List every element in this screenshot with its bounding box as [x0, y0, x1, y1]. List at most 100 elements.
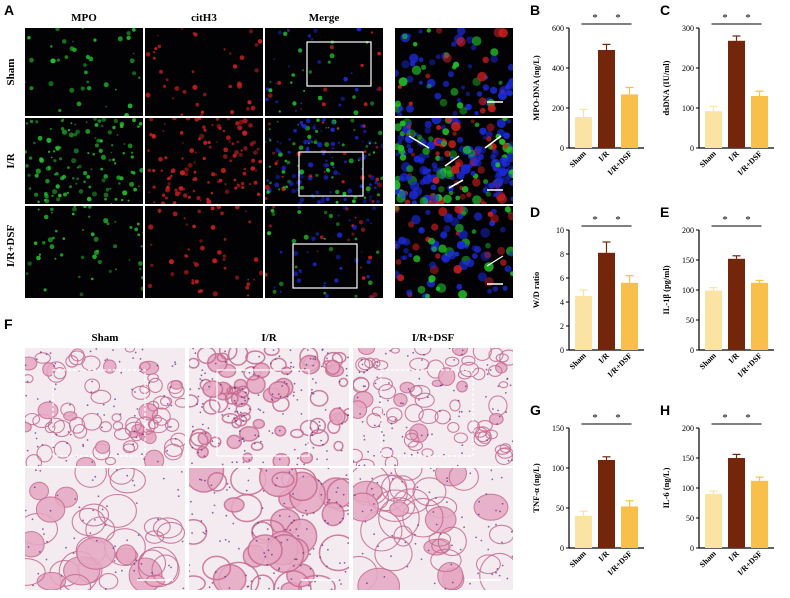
panel-label-e: E — [660, 204, 670, 220]
y-axis-label: IL-1β (pg/ml) — [661, 265, 671, 314]
he-column-label-ir: I/R — [261, 332, 277, 344]
x-tick-label: I/R — [727, 351, 741, 365]
he-stain-panel — [25, 468, 185, 590]
bar — [751, 480, 768, 548]
y-tick-label: 10 — [556, 226, 564, 235]
he-column-label-irdsf: I/R+DSF — [411, 332, 455, 344]
y-axis-label: TNF-α (ng/L) — [531, 463, 541, 513]
bar-chart-c: 0 100 200 300 dsDNA (IU/ml) Sham I/RI/R+DSF * * — [661, 12, 774, 177]
significance-star: * — [615, 12, 621, 24]
y-tick-label: 200 — [552, 104, 564, 113]
panel-label-f: F — [4, 316, 13, 332]
y-tick-label: 600 — [552, 24, 564, 33]
bar — [621, 94, 638, 148]
x-tick-label: I/R+DSF — [606, 351, 634, 379]
y-tick-label: 100 — [552, 464, 564, 473]
x-tick-label: I/R — [727, 549, 741, 563]
significance-star: * — [615, 412, 621, 424]
fluorescence-panel — [395, 118, 513, 204]
significance-star: * — [745, 214, 751, 226]
x-tick-label: Sham — [568, 351, 588, 371]
y-tick-label: 50 — [686, 514, 694, 523]
y-tick-label: 100 — [682, 484, 694, 493]
y-tick-label: 100 — [682, 286, 694, 295]
fluorescence-panel — [395, 206, 513, 298]
he-stain-panel — [25, 348, 185, 466]
bar — [728, 40, 745, 148]
significance-star: * — [615, 214, 621, 226]
y-tick-label: 400 — [552, 64, 564, 73]
y-tick-label: 0 — [560, 544, 564, 553]
bar — [575, 516, 592, 548]
bar — [728, 458, 745, 548]
bar — [621, 506, 638, 548]
bar — [598, 252, 615, 350]
he-stain-panel — [189, 468, 349, 590]
he-column-label-sham: Sham — [91, 332, 119, 344]
y-tick-label: 200 — [682, 424, 694, 433]
y-tick-label: 200 — [682, 64, 694, 73]
he-stain-panel — [353, 348, 513, 466]
bar-chart-d: 0 2 4 6 8 10 W/D ratio Sham I/RI/R+DSF * * — [531, 214, 644, 379]
panel-label-g: G — [530, 402, 541, 418]
bar — [705, 290, 722, 350]
y-tick-label: 50 — [556, 504, 564, 513]
bar — [705, 494, 722, 548]
y-axis-label: W/D ratio — [531, 272, 541, 309]
bar-chart-h: 0 50 100 150 200 IL-6 (ng/L) Sham I/RI/R+DSF * * — [661, 412, 774, 577]
row-label-ir: I/R — [5, 153, 17, 169]
y-tick-label: 0 — [690, 346, 694, 355]
x-tick-label: I/R+DSF — [736, 549, 764, 577]
bar — [598, 460, 615, 548]
y-axis-label: IL-6 (ng/L) — [661, 467, 671, 508]
y-tick-label: 0 — [690, 144, 694, 153]
y-tick-label: 150 — [682, 256, 694, 265]
y-tick-label: 50 — [686, 316, 694, 325]
y-tick-label: 8 — [560, 250, 564, 259]
y-tick-label: 4 — [560, 298, 564, 307]
column-label-cith3: citH3 — [191, 12, 217, 24]
fluorescence-panel — [395, 28, 513, 116]
row-label-irdsf: I/R+DSF — [5, 224, 17, 268]
he-stain-panel — [189, 348, 349, 466]
significance-star: * — [722, 412, 728, 424]
x-tick-label: I/R+DSF — [606, 149, 634, 177]
fluorescence-panel — [145, 206, 263, 298]
significance-star: * — [745, 412, 751, 424]
x-tick-label: I/R — [597, 149, 611, 163]
bar-chart-g: 0 50 100 150 TNF-α (ng/L) Sham I/RI/R+DSF * * — [531, 412, 644, 577]
significance-star: * — [592, 412, 598, 424]
y-tick-label: 150 — [682, 454, 694, 463]
column-label-mpo: MPO — [71, 12, 97, 24]
y-tick-label: 150 — [552, 424, 564, 433]
y-tick-label: 2 — [560, 322, 564, 331]
y-axis-label: dsDNA (IU/ml) — [661, 60, 671, 115]
bar-chart-e: 0 50 100 150 200 IL-1β (pg/ml) Sham I/RI/R+DSF *… — [661, 214, 774, 379]
significance-star: * — [722, 12, 728, 24]
significance-star: * — [722, 214, 728, 226]
x-tick-label: I/R — [597, 351, 611, 365]
bar — [575, 117, 592, 148]
x-tick-label: Sham — [568, 549, 588, 569]
fluorescence-panel — [265, 28, 383, 116]
x-tick-label: Sham — [698, 549, 718, 569]
bar — [728, 258, 745, 350]
he-stain-panel — [353, 468, 513, 590]
x-tick-label: I/R — [727, 149, 741, 163]
column-label-merge: Merge — [308, 12, 340, 24]
y-axis-label: MPO-DNA (ng/L) — [531, 55, 541, 121]
bar-chart-b: 0 200 400 600 MPO-DNA (ng/L) Sham I/RI/R+DSF * * — [531, 12, 644, 177]
bar — [705, 111, 722, 148]
fluorescence-panel — [145, 28, 263, 116]
fluorescence-panel — [25, 206, 143, 298]
fluorescence-panel — [145, 118, 263, 204]
significance-star: * — [592, 12, 598, 24]
bar — [598, 50, 615, 148]
y-tick-label: 200 — [682, 226, 694, 235]
y-tick-label: 0 — [560, 144, 564, 153]
x-tick-label: I/R+DSF — [736, 149, 764, 177]
panel-label-d: D — [530, 204, 541, 220]
significance-star: * — [745, 12, 751, 24]
y-tick-label: 0 — [690, 544, 694, 553]
x-tick-label: Sham — [698, 351, 718, 371]
